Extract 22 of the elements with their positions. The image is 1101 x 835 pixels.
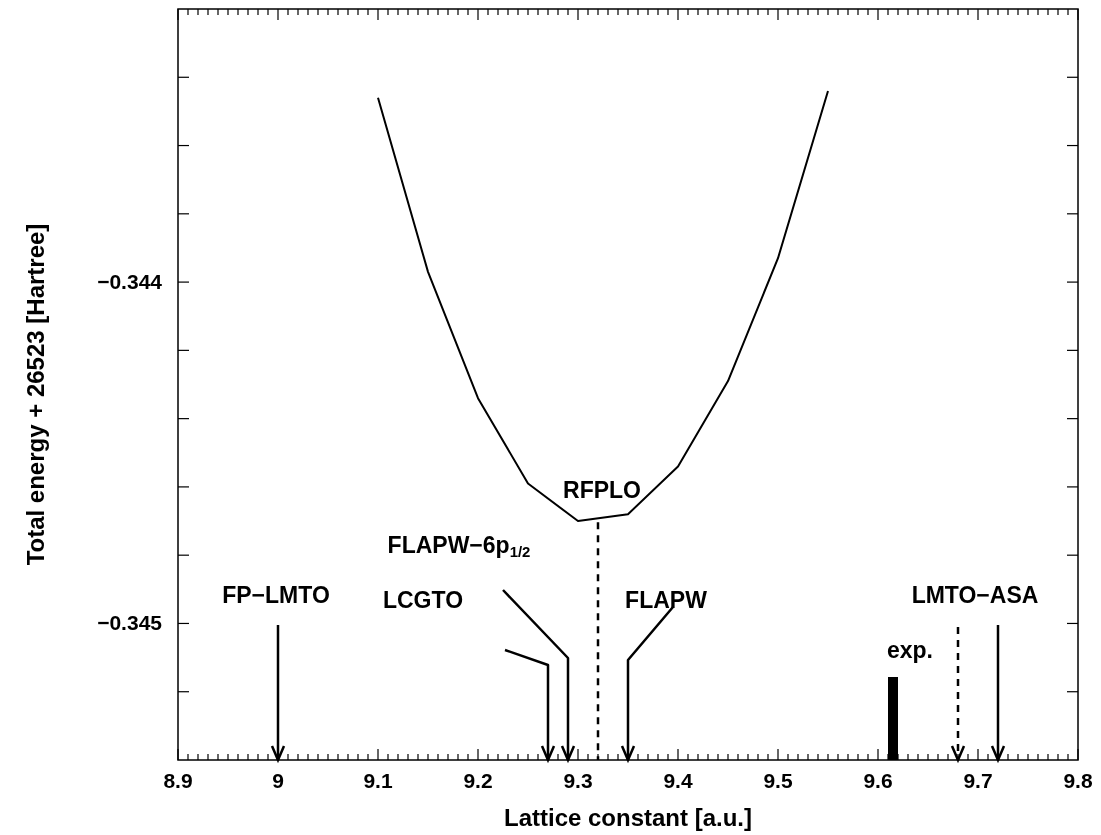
- ref-line-label: RFPLO: [563, 477, 641, 504]
- x-tick-label: 9: [272, 769, 284, 792]
- ref-line-label: FP−LMTO: [222, 582, 330, 608]
- ref-line-label: FLAPW: [625, 587, 708, 613]
- x-axis-title: Lattice constant [a.u.]: [503, 804, 753, 831]
- x-tick-label: 9.7: [963, 769, 993, 792]
- x-tick-label: 9.4: [663, 769, 693, 792]
- x-tick-label: 8.9: [163, 769, 193, 792]
- x-tick-label: 9.6: [863, 769, 893, 792]
- ref-line-label: LCGTO: [382, 587, 464, 613]
- ref-line-label: LMTO−ASA: [911, 582, 1039, 608]
- x-tick-label: 9.3: [563, 769, 593, 792]
- x-tick-label: 9.5: [763, 769, 793, 792]
- y-tick-label: −0.345: [97, 611, 163, 635]
- x-tick-label: 9.1: [363, 769, 393, 792]
- line-series: [377, 89, 829, 523]
- x-tick-label: 9.8: [1063, 769, 1093, 792]
- y-tick-label: −0.344: [97, 270, 163, 294]
- ref-line-label: exp.: [886, 637, 934, 663]
- x-tick-label: 9.2: [463, 769, 493, 792]
- y-axis-title: Total energy + 26523 [Hartree]: [22, 223, 49, 566]
- ref-line-label: FLAPW−6p$_{1/2}$: [387, 532, 531, 560]
